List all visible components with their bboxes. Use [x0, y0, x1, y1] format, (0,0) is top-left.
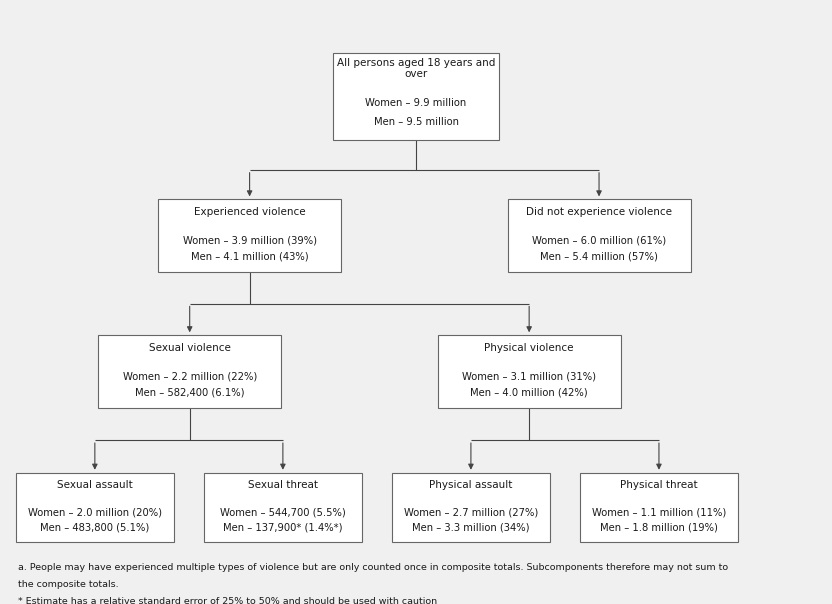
Text: Men – 582,400 (6.1%): Men – 582,400 (6.1%): [135, 388, 245, 397]
Text: Men – 483,800 (5.1%): Men – 483,800 (5.1%): [40, 522, 150, 533]
Text: Men – 9.5 million: Men – 9.5 million: [374, 117, 458, 127]
Text: Physical violence: Physical violence: [484, 343, 574, 353]
FancyBboxPatch shape: [333, 53, 499, 141]
Text: Women – 3.1 million (31%): Women – 3.1 million (31%): [462, 371, 597, 382]
Text: * Estimate has a relative standard error of 25% to 50% and should be used with c: * Estimate has a relative standard error…: [18, 597, 438, 604]
Text: Physical assault: Physical assault: [429, 480, 513, 490]
FancyBboxPatch shape: [158, 199, 341, 272]
Text: Women – 9.9 million: Women – 9.9 million: [365, 98, 467, 108]
Text: Men – 137,900* (1.4%*): Men – 137,900* (1.4%*): [223, 522, 343, 533]
Text: Women – 3.9 million (39%): Women – 3.9 million (39%): [182, 236, 317, 246]
Text: Did not experience violence: Did not experience violence: [526, 207, 672, 217]
Text: Men – 1.8 million (19%): Men – 1.8 million (19%): [600, 522, 718, 533]
Text: Men – 4.1 million (43%): Men – 4.1 million (43%): [191, 252, 309, 262]
FancyBboxPatch shape: [204, 472, 362, 542]
Text: Women – 544,700 (5.5%): Women – 544,700 (5.5%): [220, 507, 346, 517]
Text: a. People may have experienced multiple types of violence but are only counted o: a. People may have experienced multiple …: [18, 563, 729, 572]
Text: Women – 2.7 million (27%): Women – 2.7 million (27%): [404, 507, 538, 517]
FancyBboxPatch shape: [580, 472, 738, 542]
Text: Sexual threat: Sexual threat: [248, 480, 318, 490]
Text: Women – 2.2 million (22%): Women – 2.2 million (22%): [122, 371, 257, 382]
FancyBboxPatch shape: [98, 335, 281, 408]
Text: All persons aged 18 years and
over: All persons aged 18 years and over: [337, 58, 495, 79]
FancyBboxPatch shape: [392, 472, 550, 542]
Text: Men – 4.0 million (42%): Men – 4.0 million (42%): [470, 388, 588, 397]
Text: Women – 6.0 million (61%): Women – 6.0 million (61%): [532, 236, 666, 246]
Text: Women – 2.0 million (20%): Women – 2.0 million (20%): [27, 507, 162, 517]
FancyBboxPatch shape: [508, 199, 691, 272]
Text: Men – 5.4 million (57%): Men – 5.4 million (57%): [540, 252, 658, 262]
Text: Women – 1.1 million (11%): Women – 1.1 million (11%): [592, 507, 726, 517]
FancyBboxPatch shape: [16, 472, 174, 542]
Text: Experienced violence: Experienced violence: [194, 207, 305, 217]
FancyBboxPatch shape: [438, 335, 621, 408]
Text: Sexual assault: Sexual assault: [57, 480, 133, 490]
Text: Sexual violence: Sexual violence: [149, 343, 230, 353]
Text: the composite totals.: the composite totals.: [18, 580, 119, 589]
Text: Physical threat: Physical threat: [620, 480, 698, 490]
Text: Men – 3.3 million (34%): Men – 3.3 million (34%): [412, 522, 530, 533]
